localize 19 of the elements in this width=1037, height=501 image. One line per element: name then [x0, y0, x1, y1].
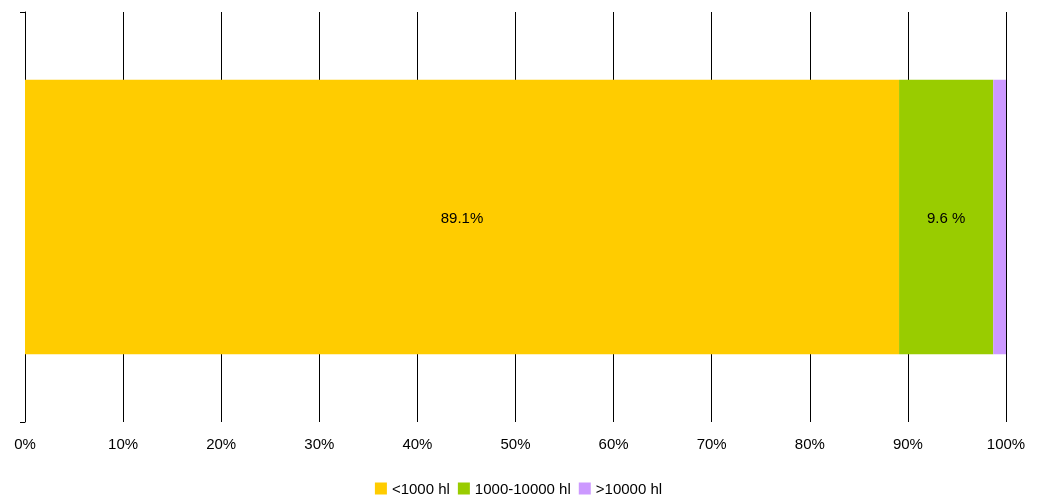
x-tick-label: 30% [304, 435, 335, 452]
bar [993, 79, 1006, 355]
x-tick-label: 20% [206, 435, 237, 452]
legend-label: 1000-10000 hl [474, 480, 571, 497]
x-tick-label: 10% [108, 435, 139, 452]
x-tick-label: 80% [794, 435, 825, 452]
x-tick-label: 90% [892, 435, 923, 452]
bar [899, 79, 994, 355]
data-label: 89.1% [440, 208, 484, 226]
data-label: 9.6 % [926, 208, 966, 226]
x-tick-label: 100% [986, 435, 1026, 452]
x-tick-label: 40% [402, 435, 433, 452]
bar [25, 79, 900, 355]
legend-label: <1000 hl [391, 480, 450, 497]
legend-label: >10000 hl [595, 480, 663, 497]
x-tick-label: 0% [14, 435, 36, 452]
x-tick-label: 50% [500, 435, 531, 452]
x-tick-label: 60% [598, 435, 629, 452]
x-tick-label: 70% [696, 435, 727, 452]
